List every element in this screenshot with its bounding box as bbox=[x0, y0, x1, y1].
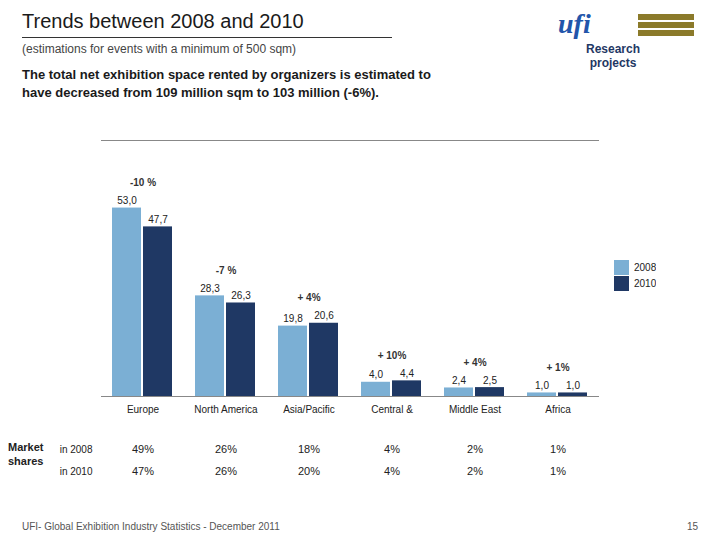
svg-text:26%: 26% bbox=[215, 443, 237, 455]
html-text:Trends between 2008 and 2010: Trends between 2008 and 2010 bbox=[22, 10, 304, 32]
svg-text:1%: 1% bbox=[550, 443, 566, 455]
html-text:(estimations for events with a: (estimations for events with a minimum o… bbox=[22, 42, 297, 56]
svg-text:53,0: 53,0 bbox=[117, 195, 137, 206]
svg-text:in 2010: in 2010 bbox=[60, 466, 93, 477]
svg-text:Europe: Europe bbox=[127, 404, 160, 415]
svg-text:Central &: Central & bbox=[371, 404, 413, 415]
svg-text:19,8: 19,8 bbox=[283, 313, 303, 324]
svg-text:28,3: 28,3 bbox=[200, 283, 220, 294]
html-text:2010: 2010 bbox=[634, 277, 657, 289]
svg-text:-7 %: -7 % bbox=[216, 265, 237, 276]
html-text:projects: projects bbox=[589, 56, 637, 70]
svg-text:North America: North America bbox=[194, 404, 258, 415]
svg-text:2,5: 2,5 bbox=[483, 375, 497, 386]
html-text:The total net exhibition space: The total net exhibition space rented by… bbox=[22, 67, 431, 82]
svg-text:18%: 18% bbox=[298, 443, 320, 455]
svg-text:2%: 2% bbox=[467, 465, 483, 477]
svg-text:49%: 49% bbox=[132, 443, 154, 455]
svg-text:+ 10%: + 10% bbox=[378, 350, 407, 361]
svg-text:+ 1%: + 1% bbox=[546, 362, 569, 373]
html-text:ufi: ufi bbox=[558, 8, 591, 39]
svg-text:47%: 47% bbox=[132, 465, 154, 477]
svg-text:20,6: 20,6 bbox=[314, 310, 334, 321]
svg-text:+ 4%: + 4% bbox=[463, 357, 486, 368]
html-text:2008: 2008 bbox=[634, 261, 657, 273]
svg-text:1,0: 1,0 bbox=[535, 380, 549, 391]
svg-text:in 2008: in 2008 bbox=[60, 444, 93, 455]
svg-text:Middle East: Middle East bbox=[449, 404, 501, 415]
svg-text:4%: 4% bbox=[384, 465, 400, 477]
svg-text:1,0: 1,0 bbox=[566, 380, 580, 391]
html-text:UFI- Global Exhibition Industr: UFI- Global Exhibition Industry Statisti… bbox=[22, 521, 280, 532]
svg-text:Asia/Pacific: Asia/Pacific bbox=[283, 404, 335, 415]
html-text:Market shares: Market shares bbox=[8, 441, 44, 467]
svg-text:26,3: 26,3 bbox=[231, 290, 251, 301]
svg-text:-10 %: -10 % bbox=[130, 177, 156, 188]
html-text:have decreased from 109 millio: have decreased from 109 million sqm to 1… bbox=[22, 85, 379, 100]
svg-text:+ 4%: + 4% bbox=[297, 292, 320, 303]
svg-text:4%: 4% bbox=[384, 443, 400, 455]
svg-text:2%: 2% bbox=[467, 443, 483, 455]
svg-text:4,4: 4,4 bbox=[400, 368, 414, 379]
svg-text:20%: 20% bbox=[298, 465, 320, 477]
html-text:15: 15 bbox=[686, 521, 698, 532]
svg-text:26%: 26% bbox=[215, 465, 237, 477]
html-text:Research: Research bbox=[586, 42, 640, 56]
svg-text:1%: 1% bbox=[550, 465, 566, 477]
svg-text:47,7: 47,7 bbox=[148, 214, 168, 225]
svg-text:4,0: 4,0 bbox=[369, 369, 383, 380]
svg-text:Africa: Africa bbox=[545, 404, 571, 415]
svg-text:2,4: 2,4 bbox=[452, 375, 466, 386]
